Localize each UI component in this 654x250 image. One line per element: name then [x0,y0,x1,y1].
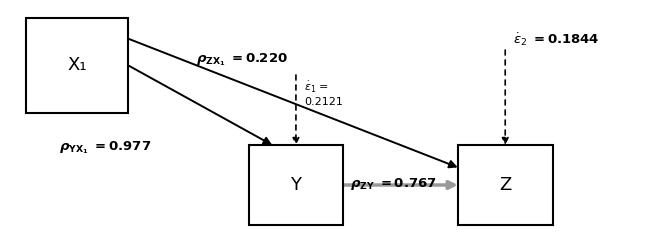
Text: $\boldsymbol{\rho}$$_{\mathbf{ZX_1}}$ $\mathbf{= 0.220}$: $\boldsymbol{\rho}$$_{\mathbf{ZX_1}}$ $\… [196,52,288,68]
Bar [26,18,128,112]
Text: $\boldsymbol{\rho}$$_{\mathbf{YX_1}}$ $\mathbf{= 0.977}$: $\boldsymbol{\rho}$$_{\mathbf{YX_1}}$ $\… [59,139,151,156]
Text: $\dot{\varepsilon}_2$ $\mathbf{= 0.1844}$: $\dot{\varepsilon}_2$ $\mathbf{= 0.1844}… [513,31,600,48]
Text: $\boldsymbol{\rho}$$_{\mathbf{ZY}}$ $\mathbf{= 0.767}$: $\boldsymbol{\rho}$$_{\mathbf{ZY}}$ $\ma… [350,176,437,192]
Bar [458,145,553,225]
Text: Z: Z [499,176,511,194]
Text: $\dot{\varepsilon}_1$ =
0.2121: $\dot{\varepsilon}_1$ = 0.2121 [305,80,343,108]
Bar [249,145,343,225]
Text: X₁: X₁ [67,56,87,74]
Text: Y: Y [290,176,301,194]
